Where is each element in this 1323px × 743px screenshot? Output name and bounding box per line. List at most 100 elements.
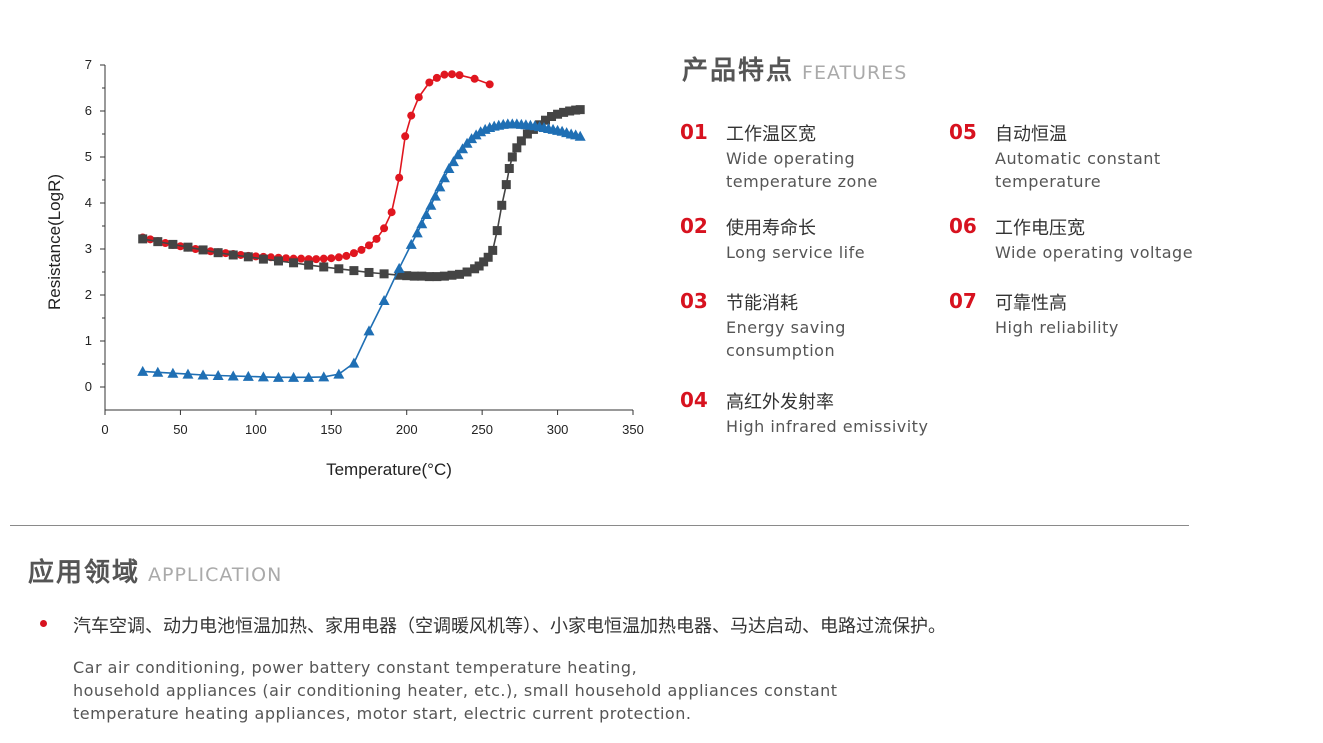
- data-point: [183, 242, 193, 252]
- y-tick-label: 2: [85, 287, 92, 302]
- feature-desc-line: Automatic constant: [995, 149, 1161, 168]
- feature-description: Long service life: [726, 241, 956, 264]
- chart-series: [137, 70, 586, 382]
- feature-desc-line: consumption: [726, 341, 836, 360]
- feature-number: 01: [680, 120, 708, 144]
- feature-desc-line: Wide operating: [726, 149, 856, 168]
- data-point: [401, 132, 410, 141]
- data-point: [488, 245, 498, 255]
- features-title-en: FEATURES: [802, 62, 908, 84]
- feature-title: 可靠性高: [995, 293, 1067, 314]
- data-point: [501, 180, 511, 190]
- features-heading: 产品特点 FEATURES: [682, 50, 907, 87]
- series-line: [142, 73, 490, 260]
- feature-title: 使用寿命长: [726, 218, 816, 239]
- feature-desc-line: temperature: [995, 172, 1102, 191]
- feature-desc-line: Long service life: [726, 243, 866, 262]
- data-point: [455, 269, 465, 279]
- feature-description: Automatic constant temperature: [995, 147, 1225, 193]
- section-divider: [10, 525, 1189, 526]
- data-point: [297, 254, 306, 263]
- data-point: [425, 199, 437, 210]
- data-point: [257, 371, 269, 382]
- x-tick-label: 50: [173, 422, 187, 437]
- data-point: [227, 370, 239, 381]
- chart-axes: 0 50 100 150 200 250 300 350 0 1 2 3 4 5 6 7: [85, 57, 644, 437]
- data-point: [289, 258, 299, 268]
- data-point: [417, 271, 427, 281]
- data-point: [565, 106, 575, 116]
- data-point: [348, 357, 360, 368]
- feature-number: 07: [949, 289, 977, 313]
- data-point: [407, 111, 416, 120]
- feature-description: High infrared emissivity: [726, 415, 986, 438]
- data-point: [470, 129, 482, 140]
- data-point: [512, 143, 522, 153]
- data-point: [485, 80, 494, 89]
- data-point: [439, 271, 449, 281]
- data-point: [198, 245, 208, 255]
- series-circle: [138, 70, 494, 264]
- x-tick-label: 150: [320, 422, 342, 437]
- data-point: [288, 371, 300, 382]
- data-point: [363, 325, 375, 336]
- data-point: [424, 272, 434, 282]
- data-point: [394, 270, 404, 280]
- feature-desc-line: Energy saving: [726, 318, 846, 337]
- data-point: [457, 143, 469, 154]
- data-point: [575, 105, 585, 115]
- y-tick-label: 0: [85, 379, 92, 394]
- data-point: [365, 241, 373, 250]
- features-title-zh: 产品特点: [682, 56, 795, 86]
- data-point: [327, 254, 336, 263]
- data-point: [334, 253, 343, 262]
- data-point: [420, 209, 432, 219]
- data-point: [349, 249, 358, 258]
- data-point: [574, 130, 586, 141]
- feature-title: 自动恒温: [995, 124, 1067, 145]
- application-heading: 应用领域 APPLICATION: [28, 552, 282, 589]
- application-title-zh: 应用领域: [28, 558, 141, 588]
- data-point: [452, 149, 464, 160]
- x-tick-label: 0: [101, 422, 108, 437]
- series-square: [138, 105, 585, 282]
- application-text-en-line: temperature heating appliances, motor st…: [73, 704, 692, 723]
- data-point: [447, 70, 456, 79]
- data-point: [212, 370, 224, 380]
- data-point: [242, 370, 254, 381]
- data-point: [474, 261, 484, 271]
- data-point: [462, 267, 472, 277]
- data-point: [167, 367, 179, 378]
- data-point: [432, 272, 442, 282]
- y-tick-label: 5: [85, 149, 92, 164]
- feature-number: 05: [949, 120, 977, 144]
- data-point: [479, 257, 489, 267]
- x-tick-label: 250: [471, 422, 493, 437]
- feature-desc-line: High infrared emissivity: [726, 417, 929, 436]
- data-point: [304, 260, 314, 270]
- feature-title: 节能消耗: [726, 293, 798, 314]
- data-point: [405, 238, 417, 249]
- data-point: [434, 181, 446, 192]
- feature-title: 工作温区宽: [726, 124, 816, 145]
- data-point: [447, 156, 459, 167]
- data-point: [243, 252, 253, 262]
- x-tick-label: 350: [622, 422, 644, 437]
- data-point: [411, 227, 423, 238]
- data-point: [138, 234, 148, 244]
- y-tick-label: 1: [85, 333, 92, 348]
- feature-description: Wide operating voltage: [995, 241, 1225, 264]
- data-point: [380, 224, 389, 233]
- data-point: [213, 248, 223, 258]
- data-point: [470, 264, 480, 274]
- data-point: [153, 237, 163, 247]
- feature-description: Wide operating temperature zone: [726, 147, 956, 193]
- data-point: [357, 245, 366, 254]
- data-point: [168, 239, 178, 249]
- data-point: [379, 269, 389, 279]
- feature-description: Energy saving consumption: [726, 316, 956, 362]
- feature-title: 工作电压宽: [995, 218, 1085, 239]
- data-point: [438, 172, 450, 183]
- data-point: [395, 173, 404, 182]
- data-point: [152, 366, 164, 377]
